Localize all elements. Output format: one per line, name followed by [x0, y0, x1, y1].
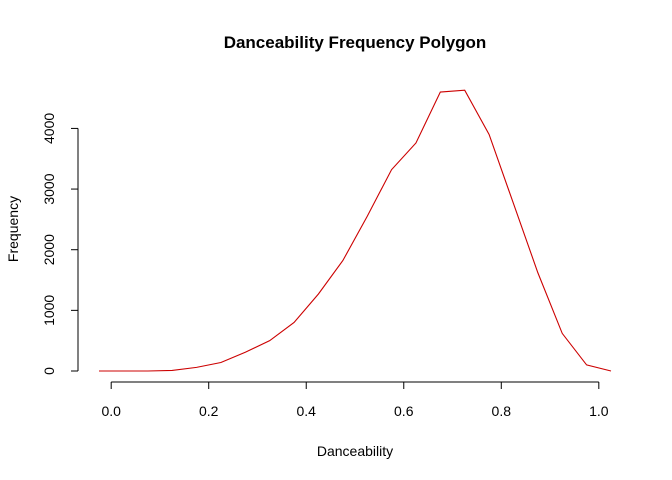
chart-title: Danceability Frequency Polygon [224, 33, 487, 52]
y-axis-label: Frequency [5, 196, 21, 262]
y-tick-label: 1000 [41, 295, 57, 326]
y-tick-label: 2000 [41, 234, 57, 265]
y-tick-label: 3000 [41, 173, 57, 204]
x-axis-label: Danceability [317, 443, 393, 459]
x-tick-label: 0.2 [199, 403, 219, 419]
x-tick-label: 0.8 [492, 403, 512, 419]
x-axis: 0.0 0.2 0.4 0.6 0.8 1.0 [101, 381, 609, 419]
x-tick-label: 1.0 [589, 403, 609, 419]
y-axis: 0 1000 2000 3000 4000 [41, 113, 79, 375]
y-tick-label: 4000 [41, 113, 57, 144]
x-tick-label: 0.4 [297, 403, 317, 419]
x-tick-label: 0.6 [394, 403, 414, 419]
plot-area [99, 89, 612, 372]
y-tick-label: 0 [41, 367, 57, 375]
x-tick-label: 0.0 [101, 403, 121, 419]
series-line [99, 89, 612, 372]
